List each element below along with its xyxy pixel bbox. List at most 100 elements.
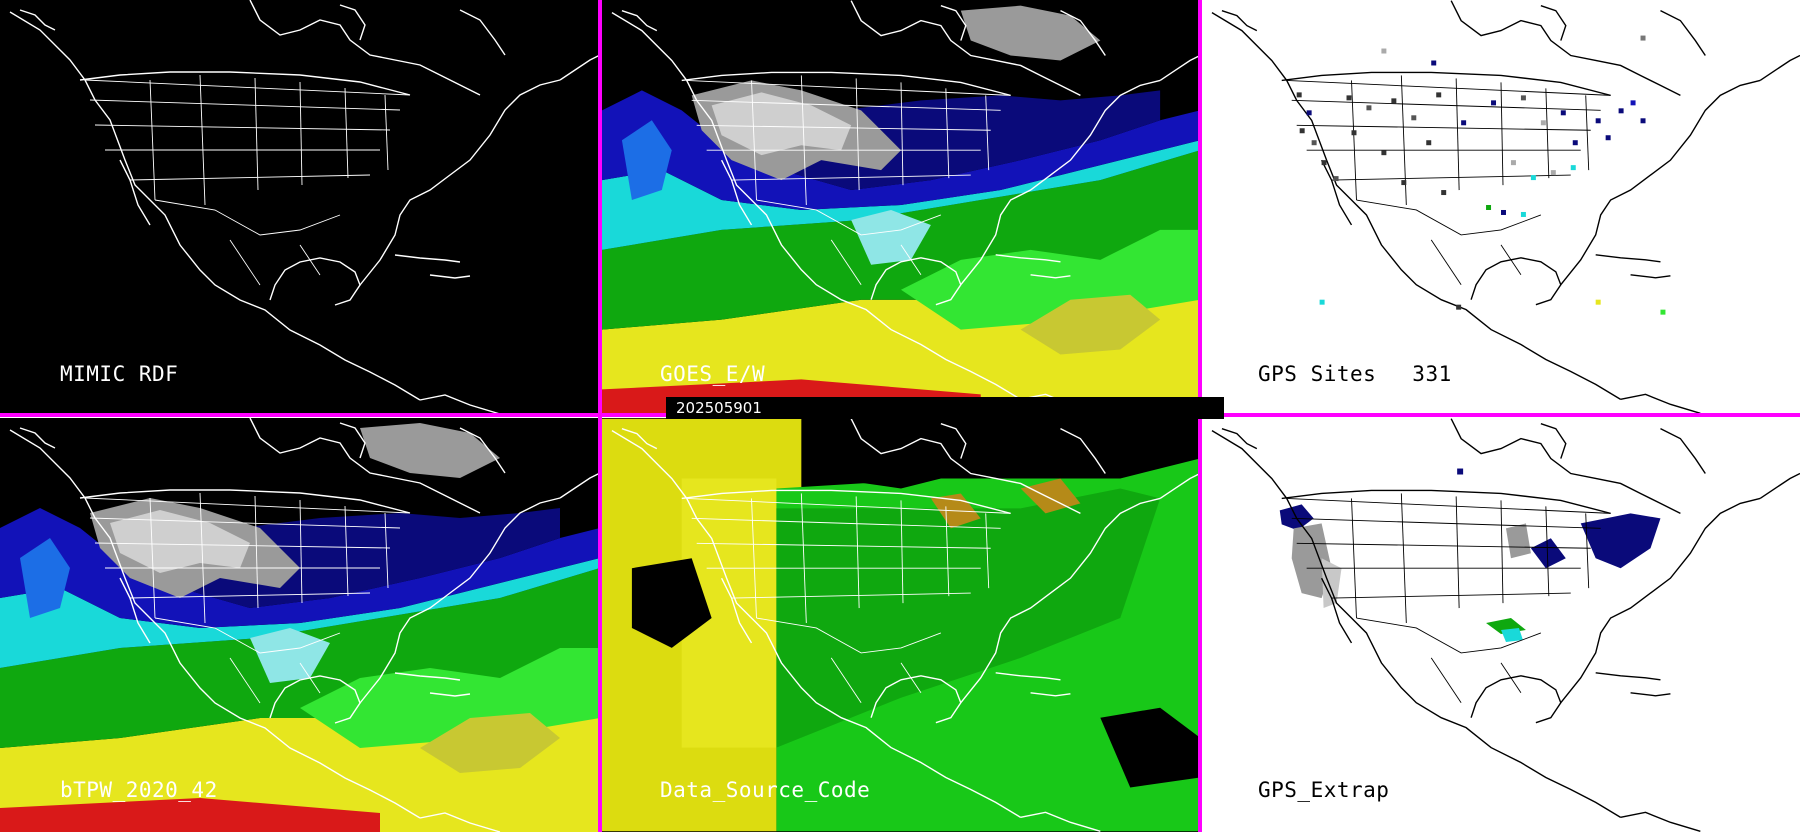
state-border xyxy=(1455,496,1460,609)
coastline xyxy=(559,472,600,499)
state-border xyxy=(985,513,990,589)
gps-sites-count: 331 xyxy=(1412,362,1452,386)
state-border xyxy=(985,95,990,171)
state-border xyxy=(299,244,321,276)
gps-site-marker xyxy=(1426,140,1432,146)
tpw-region xyxy=(0,798,380,832)
coastline xyxy=(870,675,962,724)
coastline xyxy=(960,79,1161,286)
panel-label-mimic-rdf: MIMIC RDF xyxy=(60,362,179,386)
coastline xyxy=(1320,159,1353,226)
panel-label-btpw: bTPW_2020_42 xyxy=(60,778,218,802)
state-border xyxy=(1331,592,1571,599)
state-border xyxy=(384,94,389,171)
state-border xyxy=(199,74,206,206)
coastline xyxy=(720,577,753,644)
panel-gps-extrap: GPS_Extrap xyxy=(1202,418,1800,832)
state-border xyxy=(1286,497,1611,514)
state-border xyxy=(756,617,942,654)
state-border xyxy=(1455,78,1460,191)
coastline xyxy=(429,274,471,279)
state-border xyxy=(89,99,401,111)
source-region xyxy=(776,488,1161,748)
gps-site-marker xyxy=(1618,108,1624,114)
extrap-region xyxy=(1580,513,1661,569)
gps-site-marker xyxy=(1299,128,1305,134)
gps-site-marker xyxy=(1630,100,1636,106)
state-border xyxy=(855,496,860,609)
tpw-region xyxy=(1020,294,1161,355)
coastline xyxy=(1030,274,1071,279)
coastline xyxy=(1759,54,1800,82)
state-border xyxy=(800,493,807,624)
extrap-region xyxy=(1530,538,1566,569)
gps-site-marker xyxy=(1550,170,1556,176)
state-border xyxy=(229,657,261,704)
gps-site-marker xyxy=(1640,118,1646,124)
coastline xyxy=(79,71,411,96)
source-region xyxy=(811,428,961,489)
state-border xyxy=(1291,517,1601,529)
coastline xyxy=(1221,427,1258,450)
state-border xyxy=(830,657,862,703)
coastline xyxy=(1030,692,1071,697)
state-border xyxy=(1430,239,1462,285)
coastline xyxy=(1470,257,1562,306)
state-border xyxy=(830,239,862,285)
state-border xyxy=(691,517,1001,529)
gps-site-marker xyxy=(1520,211,1526,217)
coastline xyxy=(1595,254,1661,263)
coastline xyxy=(119,577,151,644)
coastline xyxy=(1759,472,1800,500)
coastline xyxy=(459,9,506,56)
coastline xyxy=(611,12,1021,400)
state-border xyxy=(900,500,904,604)
coastline xyxy=(9,429,421,819)
gps-site-marker xyxy=(1560,110,1566,116)
gps-site-marker xyxy=(1381,48,1387,54)
coastline xyxy=(1159,472,1200,500)
tpw-region xyxy=(110,510,250,573)
tpw-region xyxy=(250,628,330,683)
state-border xyxy=(686,497,1011,514)
source-region xyxy=(1100,707,1200,788)
state-border xyxy=(299,81,303,186)
state-border xyxy=(696,542,991,549)
gps-site-marker xyxy=(1431,60,1437,66)
gps-site-marker xyxy=(1441,190,1447,196)
gps-site-marker xyxy=(1595,299,1601,305)
panel-label-data-source-code: Data_Source_Code xyxy=(660,778,871,802)
state-border xyxy=(299,499,303,604)
coastline xyxy=(1660,10,1706,56)
coastline xyxy=(1660,428,1706,474)
coastline xyxy=(1281,71,1611,97)
gps-site-marker xyxy=(1570,165,1576,171)
gps-extrap-map xyxy=(1211,418,1800,832)
gps-site-marker xyxy=(1461,120,1467,126)
gps-site-marker xyxy=(1436,92,1442,98)
coastline xyxy=(19,9,56,31)
state-border xyxy=(751,498,757,619)
panel-label-gps-sites: GPS Sites 331 xyxy=(1258,362,1452,386)
coastline xyxy=(1620,811,1701,832)
gps-site-marker xyxy=(1456,304,1462,310)
coastline xyxy=(1470,675,1562,724)
coastline xyxy=(1211,12,1621,400)
coastline xyxy=(459,427,506,474)
state-border xyxy=(1500,244,1522,276)
state-border xyxy=(1430,657,1462,703)
state-border xyxy=(344,87,349,179)
coastline xyxy=(1060,10,1106,56)
state-border xyxy=(1585,513,1590,589)
coastline xyxy=(1320,577,1353,644)
gps-site-marker xyxy=(1319,299,1325,305)
state-border xyxy=(1585,95,1590,171)
state-border xyxy=(731,174,971,181)
coastline xyxy=(79,489,411,514)
coastline xyxy=(269,257,361,306)
coastline xyxy=(339,4,366,41)
state-border xyxy=(1500,82,1504,186)
gps-site-marker xyxy=(1640,35,1646,41)
tpw-region xyxy=(711,92,852,156)
state-border xyxy=(1351,80,1357,201)
